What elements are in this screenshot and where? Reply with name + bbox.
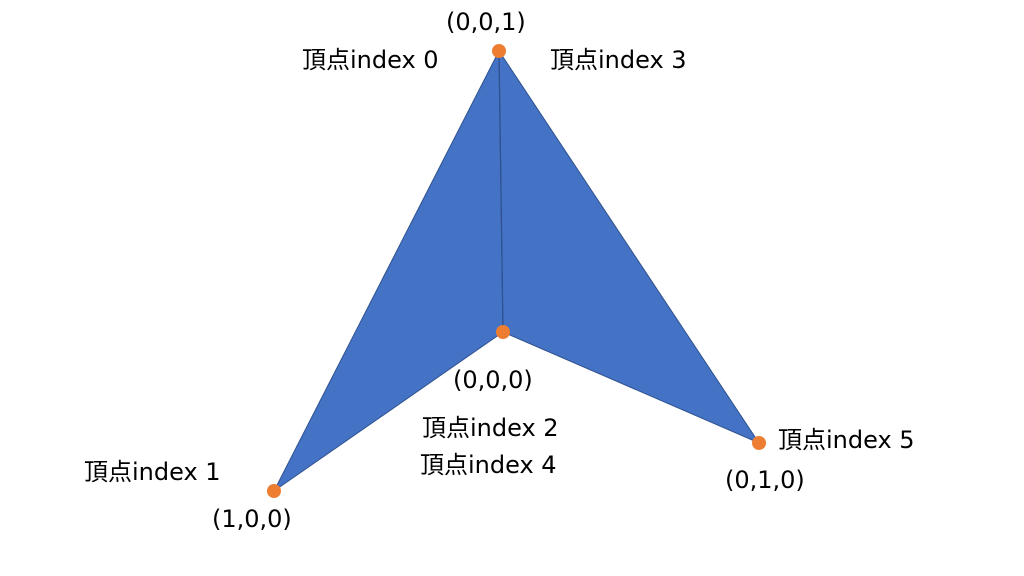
vertex-left-coord: (1,0,0)	[212, 505, 292, 533]
vertex-left-label-index1: 頂点index 1	[84, 458, 221, 486]
vertex-top-label-index3: 頂点index 3	[550, 46, 687, 74]
triangle-face-right	[498, 49, 761, 445]
shared-edge	[498, 50, 504, 333]
vertex-right-label-index5: 頂点index 5	[778, 426, 915, 454]
vertex-center-dot	[496, 325, 510, 339]
vertex-top-dot	[492, 44, 506, 58]
vertex-center-coord: (0,0,0)	[453, 366, 533, 394]
vertex-right-dot	[752, 436, 766, 450]
vertex-top-label-index0: 頂点index 0	[302, 46, 439, 74]
vertex-center-label-index2: 頂点index 2	[422, 414, 559, 442]
vertex-center-label-index4: 頂点index 4	[420, 451, 557, 479]
vertex-left-dot	[267, 484, 281, 498]
vertex-right-coord: (0,1,0)	[725, 466, 805, 494]
vertex-top-coord: (0,0,1)	[446, 8, 526, 36]
